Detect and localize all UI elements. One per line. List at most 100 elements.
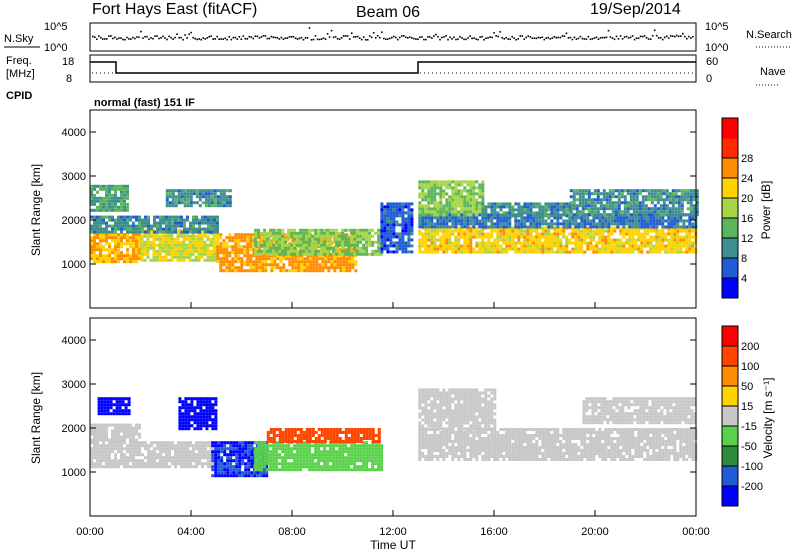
noise-point — [513, 37, 515, 39]
heatmap-cell — [144, 230, 147, 234]
heatmap-cell — [427, 232, 431, 236]
heatmap-cell — [220, 468, 224, 472]
heatmap-cell — [275, 243, 279, 247]
noise-point — [463, 38, 465, 41]
heatmap-cell — [611, 195, 615, 199]
heatmap-cell — [120, 236, 123, 240]
heatmap-cell — [445, 238, 449, 242]
heatmap-cell — [211, 465, 215, 469]
heatmap-cell — [197, 249, 201, 253]
heatmap-cell — [362, 234, 366, 238]
noise-point — [294, 37, 297, 40]
heatmap-cell — [572, 207, 576, 211]
heatmap-cell — [580, 235, 584, 239]
heatmap-cell — [625, 250, 629, 254]
heatmap-cell — [529, 225, 533, 229]
heatmap-cell — [127, 409, 131, 413]
heatmap-cell — [529, 235, 533, 239]
heatmap-cell — [162, 441, 165, 445]
noise-point — [641, 35, 644, 38]
heatmap-cell — [685, 238, 689, 242]
heatmap-cell — [138, 236, 141, 240]
heatmap-cell — [436, 219, 440, 223]
heatmap-cell — [153, 450, 156, 454]
heatmap-cell — [427, 207, 431, 211]
heatmap-cell — [93, 435, 96, 439]
heatmap-cell — [165, 456, 168, 460]
heatmap-cell — [578, 213, 582, 217]
heatmap-cell — [395, 211, 399, 215]
heatmap-cell — [229, 459, 233, 463]
heatmap-cell — [496, 247, 500, 251]
heatmap-cell — [674, 189, 678, 193]
heatmap-cell — [433, 183, 437, 187]
heatmap-cell — [102, 257, 105, 261]
heatmap-cell — [96, 426, 99, 430]
heatmap-cell — [691, 222, 695, 226]
heatmap-cell — [252, 242, 256, 246]
noise-point — [609, 36, 612, 38]
heatmap-cell — [607, 244, 611, 248]
noise-point — [264, 35, 267, 37]
heatmap-cell — [203, 234, 207, 238]
heatmap-cell — [395, 205, 399, 209]
heatmap-cell — [421, 210, 425, 214]
heatmap-cell — [247, 456, 251, 460]
heatmap-cell — [472, 204, 476, 208]
heatmap-cell — [238, 468, 242, 472]
heatmap-cell — [634, 219, 638, 223]
heatmap-cell — [265, 465, 269, 469]
heatmap-cell — [535, 238, 539, 242]
heatmap-cell — [180, 221, 183, 225]
heatmap-cell — [481, 241, 485, 245]
heatmap-cell — [335, 243, 339, 247]
noise-point — [573, 36, 576, 39]
heatmap-cell — [395, 208, 399, 212]
heatmap-cell — [90, 242, 93, 246]
heatmap-cell — [658, 219, 662, 223]
heatmap-cell — [199, 403, 203, 407]
heatmap-cell — [454, 213, 458, 217]
heatmap-cell — [93, 199, 96, 203]
heatmap-cell — [302, 246, 306, 250]
heatmap-cell — [569, 210, 573, 214]
heatmap-cell — [484, 208, 488, 212]
noise-point — [451, 38, 453, 40]
heatmap-cell — [604, 238, 608, 242]
heatmap-cell — [170, 243, 174, 247]
heatmap-cell — [317, 237, 321, 241]
heatmap-cell — [158, 237, 162, 241]
heatmap-cell — [126, 465, 129, 469]
heatmap-cell — [451, 201, 455, 205]
heatmap-cell — [102, 453, 105, 457]
heatmap-cell — [308, 246, 312, 250]
heatmap-cell — [335, 240, 339, 244]
heatmap-cell — [199, 406, 203, 410]
heatmap-cell — [556, 211, 560, 215]
heatmap-cell — [123, 435, 126, 439]
y-tick-label: 1000 — [62, 259, 86, 271]
heatmap-cell — [565, 214, 569, 218]
heatmap-cell — [109, 412, 113, 416]
heatmap-cell — [333, 263, 337, 267]
heatmap-cell — [306, 269, 310, 273]
heatmap-cell — [260, 453, 264, 457]
heatmap-cell — [174, 218, 177, 222]
heatmap-cell — [272, 459, 276, 463]
heatmap-cell — [287, 237, 291, 241]
heatmap-cell — [463, 247, 467, 251]
heatmap-cell — [129, 245, 132, 249]
heatmap-cell — [661, 219, 665, 223]
heatmap-cell — [481, 205, 485, 209]
heatmap-cell — [266, 249, 270, 253]
heatmap-cell — [424, 195, 428, 199]
heatmap-cell — [658, 235, 662, 239]
heatmap-cell — [272, 228, 276, 232]
heatmap-cell — [244, 450, 248, 454]
heatmap-cell — [211, 441, 215, 445]
noise-point — [473, 37, 475, 39]
heatmap-cell — [569, 204, 573, 208]
heatmap-cell — [260, 252, 264, 256]
heatmap-cell — [102, 438, 105, 442]
noise-point — [190, 31, 192, 34]
